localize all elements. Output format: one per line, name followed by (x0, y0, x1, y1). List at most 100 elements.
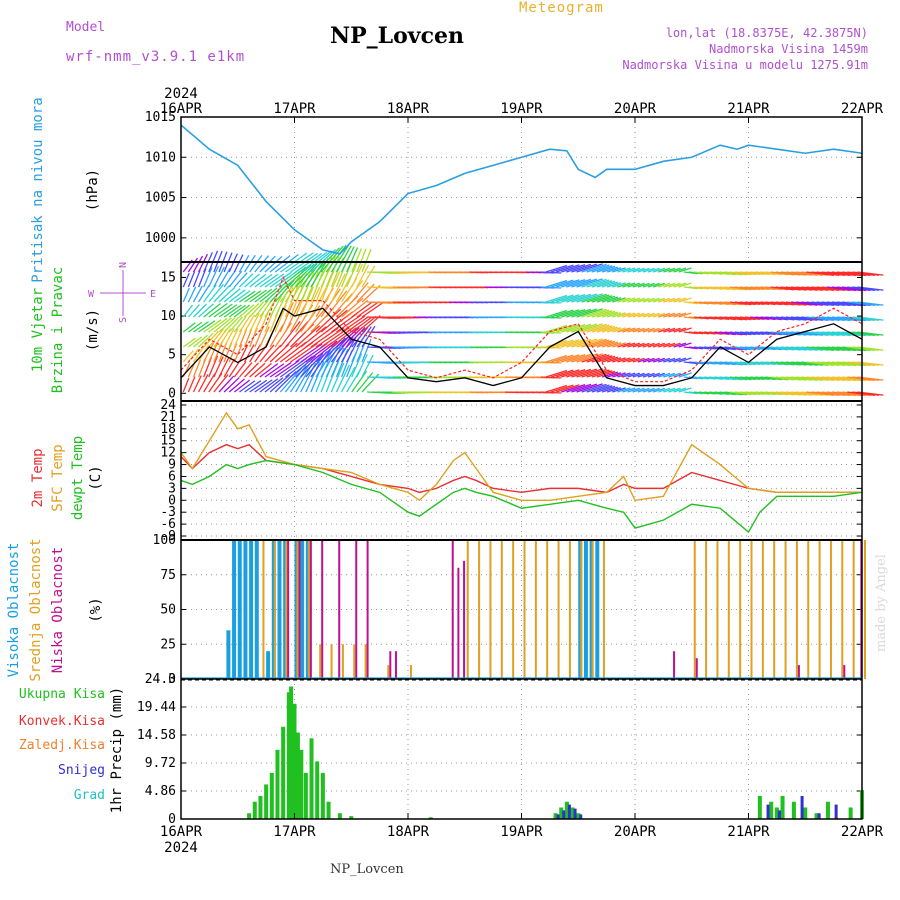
wind-arrow (591, 340, 613, 348)
wind-arrow (289, 364, 310, 393)
ytick-label: 0 (168, 386, 176, 401)
mid-cloud-bar (489, 540, 492, 679)
wind-arrow (279, 320, 301, 348)
wind-arrow (658, 282, 671, 288)
wind-arrow (596, 310, 616, 318)
snow-bar (800, 795, 804, 819)
wind-arrow (239, 380, 256, 393)
wind-arrow (320, 327, 350, 348)
wind-arrow (663, 267, 676, 273)
wind-arrow (223, 288, 241, 303)
mid-cloud-bar (410, 665, 412, 679)
mid-cloud-bar (557, 540, 560, 679)
wind-arrow (213, 266, 225, 288)
low-cloud-bar (457, 567, 460, 679)
wind-arrow (182, 350, 194, 363)
wind-arrow (617, 387, 631, 393)
wind-arrow (203, 319, 222, 333)
total-precip-bar (757, 795, 762, 819)
wind-arrow (601, 371, 619, 378)
wind-arrow (208, 340, 219, 363)
wind-arrow (607, 342, 622, 348)
wind-arrow (637, 357, 650, 363)
wind-arrow (678, 282, 692, 288)
wind-arrow (601, 386, 619, 393)
wind-arrow (637, 282, 650, 288)
wind-arrow (607, 267, 622, 273)
wind-arrow (274, 269, 300, 288)
wind-arrow (213, 285, 230, 303)
wind-arrow (279, 302, 294, 333)
mid-cloud-bar (285, 540, 288, 679)
wind-arrow (632, 342, 645, 348)
total-precip-bar (814, 813, 819, 819)
wind-arrow (632, 372, 645, 378)
wind-arrow (581, 323, 607, 333)
total-precip-bar (292, 703, 297, 819)
wind-arrow (187, 348, 200, 363)
wind-arrow (361, 325, 376, 348)
wind-arrow (596, 355, 616, 363)
wind-arrow (361, 315, 381, 333)
wind-arrow (341, 337, 357, 363)
high-cloud-bar (237, 540, 242, 679)
wind-arrow (249, 289, 267, 303)
wind-arrow (269, 361, 292, 378)
wind-arrow (274, 279, 295, 303)
wind-arrow (213, 356, 224, 378)
wind-arrow (576, 323, 603, 333)
wind-arrow (361, 248, 372, 273)
wind-arrow (576, 308, 603, 318)
ytick-label: 6 (168, 469, 176, 484)
total-precip-bar (848, 807, 853, 819)
wind-arrow (264, 255, 283, 273)
pressure-unit: (hPa) (85, 169, 101, 211)
wind-arrow (361, 302, 383, 318)
wind-arrow (550, 384, 574, 393)
wind-arrow (637, 267, 650, 273)
wind-arrow (673, 282, 687, 288)
wind-arrow (238, 362, 253, 378)
year-label-bottom: 2024 (164, 840, 198, 856)
precip-ylabel: 1hr Precip (mm) (109, 687, 125, 813)
mid-cloud-bar (580, 540, 583, 679)
wind-arrow (601, 341, 619, 348)
wind-arrow (356, 372, 374, 393)
wind-arrow (673, 357, 687, 363)
wind-arrow (351, 326, 369, 348)
wind-arrow (341, 297, 364, 318)
ytick-label: 14.58 (137, 728, 176, 743)
mid-cloud-bar (591, 540, 594, 679)
wind-arrow (218, 317, 236, 333)
wind-arrow (356, 264, 370, 288)
wind-arrow (566, 323, 592, 333)
wind-arrow (228, 289, 246, 303)
wind-arrow (601, 356, 619, 363)
wind-arrow (310, 287, 327, 318)
wind-arrow (627, 342, 641, 348)
total-precip-bar (299, 749, 304, 819)
wind-arrow (637, 327, 650, 333)
snow-bar (567, 804, 571, 819)
wind-arrow (264, 273, 285, 288)
wind-arrow (566, 263, 592, 273)
wind-arrow (192, 375, 202, 393)
wind-arrow (607, 372, 622, 378)
mid-cloud-bar (864, 540, 866, 679)
wind-arrow (238, 273, 254, 288)
high-cloud-bar (300, 540, 305, 679)
wind-arrow (223, 269, 237, 288)
wind-arrow (576, 368, 603, 378)
wind-arrow (668, 297, 681, 303)
wind-arrow (627, 372, 641, 378)
wind-arrow (259, 255, 276, 273)
wind-arrow (341, 366, 356, 393)
wind-arrow (244, 302, 260, 318)
wind-arrow (571, 293, 597, 303)
wind-arrow (673, 387, 687, 393)
wind-arrow (550, 279, 574, 288)
wind-arrow (336, 314, 362, 333)
wind-arrow (198, 332, 214, 348)
wind-arrow (622, 297, 636, 303)
